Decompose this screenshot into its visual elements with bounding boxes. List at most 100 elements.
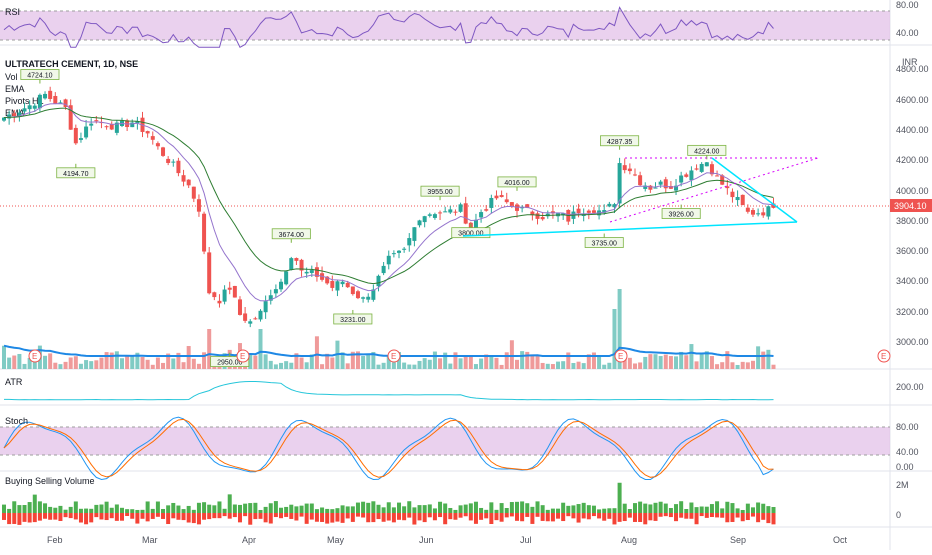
volume-bar (289, 362, 294, 369)
candle (161, 146, 166, 157)
volume-bar (771, 364, 776, 369)
buying-volume-bar (119, 507, 124, 513)
rsi-line (3, 6, 774, 48)
candle (627, 163, 632, 175)
candle (638, 171, 643, 187)
buying-volume-bar (350, 506, 355, 513)
buying-volume-bar (32, 494, 37, 513)
buying-volume-bar (284, 506, 289, 513)
volume-bar (484, 354, 489, 369)
earnings-marker[interactable] (236, 349, 250, 363)
candle-body (145, 131, 150, 134)
candle (171, 159, 176, 167)
volume-bar (638, 362, 643, 369)
volume-bar (12, 355, 17, 369)
candle-body (432, 214, 437, 218)
buying-volume-bar (658, 501, 663, 513)
earnings-marker[interactable] (28, 349, 42, 363)
buying-volume-bar (699, 506, 704, 513)
candle (756, 208, 761, 217)
candle-body (632, 174, 637, 176)
volume-bar (494, 357, 499, 369)
buying-volume-bar (438, 501, 443, 513)
candle (145, 130, 150, 138)
buying-volume-bar (212, 505, 217, 513)
candle-body (78, 138, 83, 140)
selling-volume-bar (397, 513, 402, 520)
candle (273, 284, 278, 298)
buying-volume-bar (376, 504, 381, 513)
atr-line (4, 381, 774, 401)
volume-bar (84, 360, 89, 369)
candle (181, 169, 186, 187)
price-axis[interactable]: 4800.00 4600.00 4400.00 4200.00 4000.00 … (896, 64, 929, 347)
candle (463, 196, 468, 225)
candle-body (463, 203, 468, 224)
candle (263, 295, 268, 319)
selling-volume-bar (150, 513, 155, 519)
volume-bar (386, 355, 391, 369)
volume-bar (561, 361, 566, 369)
candle (366, 293, 371, 303)
pivot-box (451, 227, 491, 239)
candle (643, 182, 648, 192)
earnings-markers[interactable]: E E E E E (28, 349, 891, 363)
candle (438, 210, 443, 221)
buying-volume-bar (725, 501, 730, 513)
earnings-marker[interactable] (877, 349, 891, 363)
candle (350, 286, 355, 296)
pivot-label: 2950.00 (210, 352, 250, 367)
selling-volume-bar (207, 513, 212, 520)
indicator-label-ema[interactable]: EMA (5, 84, 25, 94)
bsv-tick-2m: 2M (896, 480, 909, 490)
candle (53, 92, 58, 105)
selling-volume-bar (171, 513, 176, 519)
selling-volume-bar (566, 513, 571, 517)
selling-volume-bar (525, 513, 530, 517)
indicator-label-pivots[interactable]: Pivots HL (5, 96, 44, 106)
buying-volume-bar (166, 505, 171, 513)
volume-bar (114, 351, 119, 369)
month-label: Oct (833, 535, 848, 545)
candle (2, 117, 6, 122)
triangle-pattern[interactable] (462, 157, 819, 237)
volume-bar (350, 351, 355, 369)
buying-volume-bar (309, 503, 314, 513)
volume-bar (725, 351, 730, 369)
selling-volume-bar (202, 513, 207, 520)
candle-body (43, 93, 48, 99)
buying-volume-bar (125, 509, 130, 513)
volume-bar (617, 289, 622, 369)
buying-volume-bar (663, 503, 668, 513)
selling-volume-bar (145, 513, 150, 522)
buying-volume-bar (17, 505, 22, 513)
buying-volume-bar (320, 507, 325, 513)
indicator-label-vol[interactable]: Vol (5, 72, 18, 82)
earnings-marker[interactable] (614, 349, 628, 363)
candle-body (484, 209, 489, 211)
time-axis[interactable]: Feb Mar Apr May Jun Jul Aug Sep Oct (47, 535, 848, 545)
volume-bar (150, 364, 155, 369)
buying-volume-bar (458, 505, 463, 513)
earnings-marker[interactable] (387, 349, 401, 363)
volume-bar (730, 362, 735, 369)
buying-volume-bar (279, 507, 284, 513)
triangle-resistance-line (711, 157, 798, 223)
candle (217, 294, 222, 308)
candle-body (268, 295, 273, 301)
volume-bar (458, 358, 463, 369)
volume-bar (43, 355, 48, 369)
selling-volume-bar (484, 513, 489, 519)
candle-body (135, 121, 140, 124)
buying-volume-bar (571, 505, 576, 513)
candle-body (704, 162, 709, 167)
candle-body (161, 147, 166, 156)
volume-bar (520, 351, 525, 369)
volume-bar (371, 351, 376, 369)
buying-volume-bar (668, 508, 673, 513)
candle (166, 156, 171, 166)
selling-volume-bar (243, 513, 248, 517)
volume-bar (284, 361, 289, 369)
selling-volume-bar (745, 513, 750, 521)
